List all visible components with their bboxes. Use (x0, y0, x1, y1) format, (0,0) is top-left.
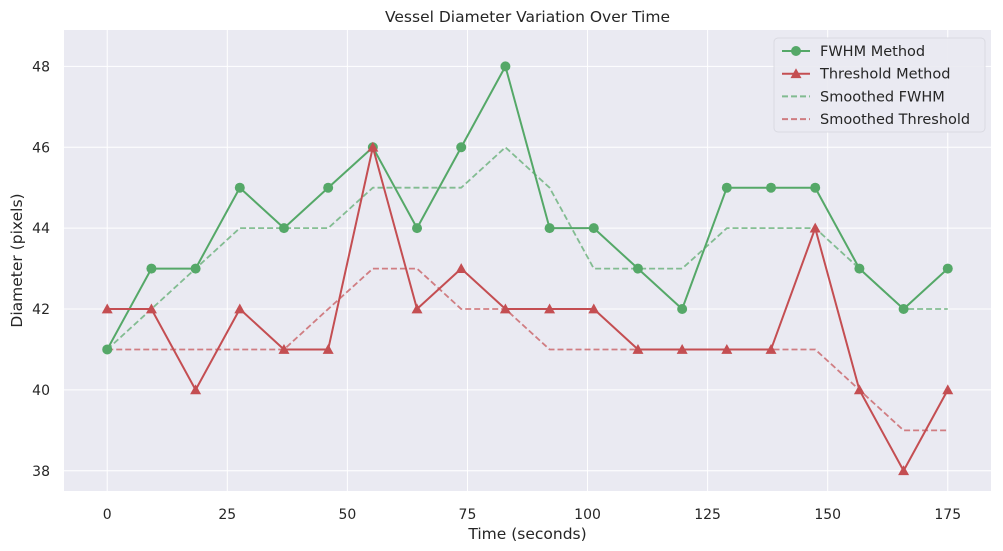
legend-item: Smoothed Threshold (782, 112, 970, 128)
series-line (107, 146, 949, 472)
series-smoothed-fwhm (106, 146, 948, 351)
legend-label: Threshold Method (819, 67, 950, 83)
series-fwhm-method (102, 61, 953, 355)
series-line (106, 146, 948, 351)
data-point (766, 182, 777, 193)
x-tick-label: 0 (103, 507, 112, 523)
y-tick-label: 40 (32, 383, 50, 399)
data-point (455, 263, 467, 273)
series-smoothed-threshold (107, 267, 948, 432)
series-line (107, 267, 948, 432)
data-point (190, 263, 201, 274)
data-point (765, 343, 777, 354)
data-point (632, 343, 644, 354)
data-point (102, 344, 113, 355)
data-point (145, 303, 157, 314)
data-point (278, 343, 290, 354)
data-point (322, 343, 334, 354)
legend-item: Smoothed FWHM (782, 89, 945, 105)
data-point (588, 303, 600, 314)
legend: FWHM Method Threshold Method Smoothed FWHM… (773, 37, 986, 133)
data-point (677, 304, 688, 315)
legend-label: FWHM Method (820, 44, 925, 60)
data-point (146, 263, 157, 274)
x-tick-label: 50 (338, 507, 356, 523)
legend-marker (790, 68, 802, 79)
data-point (234, 303, 246, 314)
data-point (278, 223, 289, 234)
data-point (632, 263, 643, 274)
data-point (676, 343, 688, 354)
data-point (190, 384, 202, 395)
x-tick-label: 75 (459, 507, 477, 523)
tick-labels: 0 25 50 75 100 125 150 175 38 40 42 44 46 48 (32, 59, 961, 523)
legend-label: Smoothed FWHM (820, 89, 945, 105)
data-point (544, 223, 555, 234)
data-point (942, 384, 954, 395)
data-point (721, 343, 733, 354)
x-tick-label: 100 (574, 507, 601, 523)
data-point (942, 263, 953, 274)
chart-title: Vessel Diameter Variation Over Time (385, 8, 670, 26)
legend-box (773, 37, 986, 133)
data-point (853, 384, 865, 395)
y-tick-label: 48 (32, 59, 50, 75)
series-threshold-method (101, 141, 954, 476)
legend-item: Threshold Method (782, 67, 950, 83)
data-point (898, 465, 910, 476)
data-point (810, 182, 821, 193)
y-tick-label: 44 (32, 221, 50, 237)
data-point (101, 303, 113, 314)
data-point (898, 304, 909, 315)
legend-marker (791, 46, 801, 56)
data-point (500, 61, 511, 72)
x-tick-label: 125 (694, 507, 721, 523)
data-point (588, 223, 599, 234)
y-tick-label: 46 (32, 140, 50, 156)
y-tick-label: 38 (32, 464, 50, 480)
y-axis-title: Diameter (pixels) (8, 193, 26, 327)
x-axis-title: Time (seconds) (467, 525, 586, 543)
y-tick-label: 42 (32, 302, 50, 318)
data-point (234, 182, 245, 193)
data-point (544, 303, 556, 314)
data-point (499, 303, 511, 314)
data-point (412, 223, 423, 234)
legend-label: Smoothed Threshold (820, 112, 970, 128)
data-point (411, 303, 423, 314)
data-point (367, 141, 379, 152)
series-line (106, 65, 949, 350)
series-layer (101, 61, 954, 476)
data-point (456, 142, 467, 153)
data-point (809, 222, 821, 233)
x-tick-label: 25 (218, 507, 236, 523)
x-tick-label: 175 (934, 507, 961, 523)
data-point (854, 263, 865, 274)
legend-item: FWHM Method (782, 44, 925, 60)
x-tick-label: 150 (814, 507, 841, 523)
data-point (323, 182, 334, 193)
data-point (721, 182, 732, 193)
